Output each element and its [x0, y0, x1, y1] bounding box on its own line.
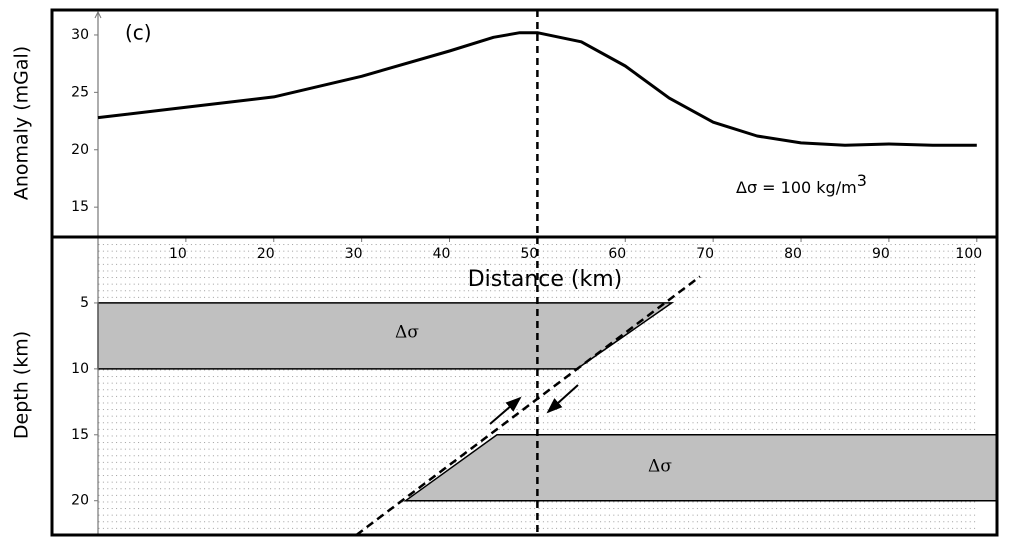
x-tick-label: 20 [257, 246, 275, 262]
slip-arrow [489, 396, 522, 425]
slip-arrow [546, 384, 579, 414]
x-tick-label: 30 [345, 246, 363, 262]
annotation: Δσ = 100 kg/m3 [736, 171, 867, 197]
panel-label: (c) [125, 21, 152, 45]
body-label: Δσ [648, 457, 672, 477]
annotation-text: Δσ = 100 kg/m [736, 178, 857, 197]
y-tick-label: 20 [71, 142, 89, 158]
y-tick-label: 15 [71, 427, 89, 443]
x-tick-label: 90 [872, 246, 890, 262]
x-tick-label: 100 [955, 246, 982, 262]
x-tick-label: 60 [608, 246, 626, 262]
x-tick-label: 50 [520, 246, 538, 262]
y-tick-label: 15 [71, 199, 89, 215]
y-tick-label: 20 [71, 493, 89, 509]
density-body [97, 302, 675, 370]
fault [355, 275, 701, 536]
y-tick-label: 25 [71, 84, 89, 100]
y-axis-label: Depth (km) [11, 331, 33, 439]
y-tick-label: 5 [80, 295, 89, 311]
body-label: Δσ [395, 323, 419, 343]
anomaly-curve [97, 31, 977, 147]
density-body [403, 434, 998, 502]
y-tick-label: 10 [71, 361, 89, 377]
bottom-panel-frame [50, 235, 999, 537]
x-tick-label: 80 [784, 246, 802, 262]
top-panel-frame [50, 8, 999, 239]
x-tick-label: 40 [433, 246, 451, 262]
x-axis-label: Distance (km) [468, 267, 623, 292]
x-tick-label: 70 [696, 246, 714, 262]
y-axis-label: Anomaly (mGal) [11, 46, 33, 200]
y-tick-label: 30 [71, 27, 89, 43]
y-axis-arrow [94, 10, 102, 19]
annotation-superscript: 3 [857, 171, 867, 190]
x-tick-label: 10 [169, 246, 187, 262]
